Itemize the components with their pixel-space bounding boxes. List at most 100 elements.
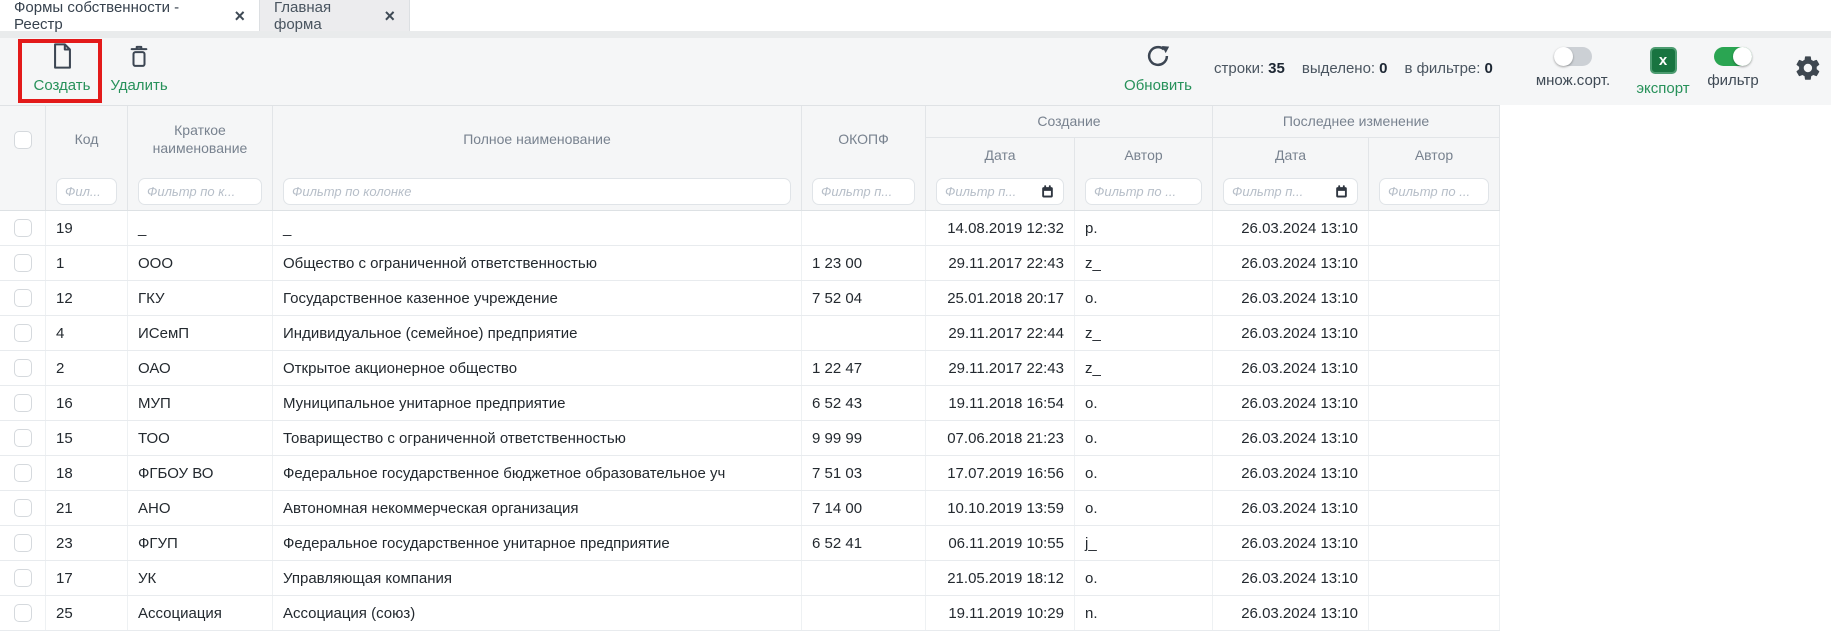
cell-short-name: ГКУ: [128, 281, 273, 315]
cell-modified-date: 26.03.2024 13:10: [1213, 211, 1369, 245]
row-checkbox[interactable]: [13, 569, 32, 587]
settings-button[interactable]: [1794, 54, 1822, 82]
refresh-button[interactable]: Обновить: [1117, 43, 1199, 94]
filter-input-short-name[interactable]: [147, 184, 253, 199]
filter-toggle[interactable]: [1714, 47, 1752, 66]
filter-input-code[interactable]: [65, 184, 108, 199]
row-checkbox[interactable]: [13, 534, 32, 552]
cell-modified-author: [1369, 491, 1500, 525]
column-header-created-author[interactable]: Автор: [1075, 138, 1213, 173]
column-header-created-date[interactable]: Дата: [926, 138, 1075, 173]
column-header-modified-author[interactable]: Автор: [1369, 138, 1500, 173]
row-checkbox[interactable]: [13, 324, 32, 342]
create-button[interactable]: Создать: [32, 43, 92, 94]
filter-input-okopf[interactable]: [821, 184, 906, 199]
calendar-icon[interactable]: [1040, 184, 1055, 199]
row-checkbox[interactable]: [13, 219, 32, 237]
close-icon[interactable]: ×: [234, 5, 245, 26]
cell-short-name: ООО: [128, 246, 273, 280]
multi-sort-label: множ.сорт.: [1535, 72, 1611, 89]
filter-cell-modified-author: [1369, 173, 1500, 210]
cell-modified-author: [1369, 351, 1500, 385]
row-checkbox[interactable]: [13, 499, 32, 517]
cell-created-date: 10.10.2019 13:59: [926, 491, 1075, 525]
cell-modified-author: [1369, 596, 1500, 630]
data-grid: Код Краткое наименование Полное наименов…: [0, 105, 1500, 631]
table-row[interactable]: 17 УК Управляющая компания 21.05.2019 18…: [0, 561, 1500, 596]
filter-input-full-name[interactable]: [292, 184, 782, 199]
cell-full-name: Автономная некоммерческая организация: [273, 491, 802, 525]
table-row[interactable]: 2 ОАО Открытое акционерное общество 1 22…: [0, 351, 1500, 386]
cell-created-author: o.: [1075, 491, 1213, 525]
excel-export-icon[interactable]: x: [1649, 47, 1677, 74]
cell-modified-date: 26.03.2024 13:10: [1213, 351, 1369, 385]
cell-modified-author: [1369, 386, 1500, 420]
filter-input-modified-date[interactable]: [1232, 184, 1330, 199]
cell-created-date: 25.01.2018 20:17: [926, 281, 1075, 315]
column-header-full-name[interactable]: Полное наименование: [273, 106, 802, 173]
table-row[interactable]: 15 ТОО Товарищество с ограниченной ответ…: [0, 421, 1500, 456]
row-checkbox[interactable]: [13, 464, 32, 482]
cell-code: 19: [46, 211, 128, 245]
table-row[interactable]: 1 ООО Общество с ограниченной ответствен…: [0, 246, 1500, 281]
table-row[interactable]: 21 АНО Автономная некоммерческая организ…: [0, 491, 1500, 526]
table-row[interactable]: 16 МУП Муниципальное унитарное предприят…: [0, 386, 1500, 421]
cell-code: 15: [46, 421, 128, 455]
cell-modified-date: 26.03.2024 13:10: [1213, 316, 1369, 350]
table-row[interactable]: 4 ИСемП Индивидуальное (семейное) предпр…: [0, 316, 1500, 351]
column-header-short-name[interactable]: Краткое наименование: [128, 106, 273, 173]
create-button-label: Создать: [33, 77, 91, 94]
cell-created-author: o.: [1075, 456, 1213, 490]
refresh-icon: [1145, 43, 1171, 74]
multi-sort-toggle[interactable]: [1554, 47, 1592, 66]
document-new-icon: [51, 43, 74, 74]
cell-modified-date: 26.03.2024 13:10: [1213, 596, 1369, 630]
multi-sort-control: множ.сорт.: [1527, 47, 1619, 89]
cell-code: 23: [46, 526, 128, 560]
row-checkbox[interactable]: [13, 394, 32, 412]
row-checkbox[interactable]: [13, 359, 32, 377]
column-header-code[interactable]: Код: [46, 106, 128, 173]
filter-cell-okopf: [802, 173, 926, 210]
column-header-modified-date[interactable]: Дата: [1213, 138, 1369, 173]
filter-control: фильтр: [1700, 47, 1766, 89]
refresh-button-label: Обновить: [1124, 77, 1192, 94]
row-checkbox[interactable]: [13, 289, 32, 307]
cell-full-name: Общество с ограниченной ответственностью: [273, 246, 802, 280]
cell-modified-author: [1369, 211, 1500, 245]
row-checkbox-cell: [0, 281, 46, 315]
table-row[interactable]: 18 ФГБОУ ВО Федеральное государственное …: [0, 456, 1500, 491]
stat-rows: строки: 35: [1214, 59, 1285, 77]
filter-input-created-author[interactable]: [1094, 184, 1193, 199]
cell-short-name: МУП: [128, 386, 273, 420]
filter-input-created-date[interactable]: [945, 184, 1036, 199]
tabbar-divider: [0, 31, 1831, 38]
tab-main-form[interactable]: Главная форма ×: [260, 0, 410, 33]
row-checkbox-cell: [0, 211, 46, 245]
cell-okopf: [802, 596, 926, 630]
cell-created-author: p.: [1075, 211, 1213, 245]
select-all-checkbox[interactable]: [13, 130, 32, 149]
row-checkbox[interactable]: [13, 604, 32, 622]
cell-code: 4: [46, 316, 128, 350]
cell-short-name: _: [128, 211, 273, 245]
close-icon[interactable]: ×: [384, 5, 395, 26]
cell-created-author: n.: [1075, 596, 1213, 630]
toggle-knob: [1554, 47, 1573, 66]
column-header-okopf[interactable]: ОКОПФ: [802, 106, 926, 173]
cell-modified-date: 26.03.2024 13:10: [1213, 561, 1369, 595]
filter-input-modified-author[interactable]: [1388, 184, 1480, 199]
row-checkbox[interactable]: [13, 254, 32, 272]
delete-button[interactable]: Удалить: [108, 43, 170, 94]
table-row[interactable]: 12 ГКУ Государственное казенное учрежден…: [0, 281, 1500, 316]
tab-forms-registry[interactable]: Формы собственности - Реестр ×: [0, 0, 260, 33]
table-row[interactable]: 25 Ассоциация Ассоциация (союз) 19.11.20…: [0, 596, 1500, 631]
calendar-icon[interactable]: [1334, 184, 1349, 199]
table-row[interactable]: 23 ФГУП Федеральное государственное унит…: [0, 526, 1500, 561]
row-checkbox[interactable]: [13, 429, 32, 447]
cell-created-author: z_: [1075, 351, 1213, 385]
table-row[interactable]: 19 _ _ 14.08.2019 12:32 p. 26.03.2024 13…: [0, 211, 1500, 246]
cell-created-date: 29.11.2017 22:44: [926, 316, 1075, 350]
cell-short-name: ФГУП: [128, 526, 273, 560]
cell-full-name: Федеральное государственное унитарное пр…: [273, 526, 802, 560]
